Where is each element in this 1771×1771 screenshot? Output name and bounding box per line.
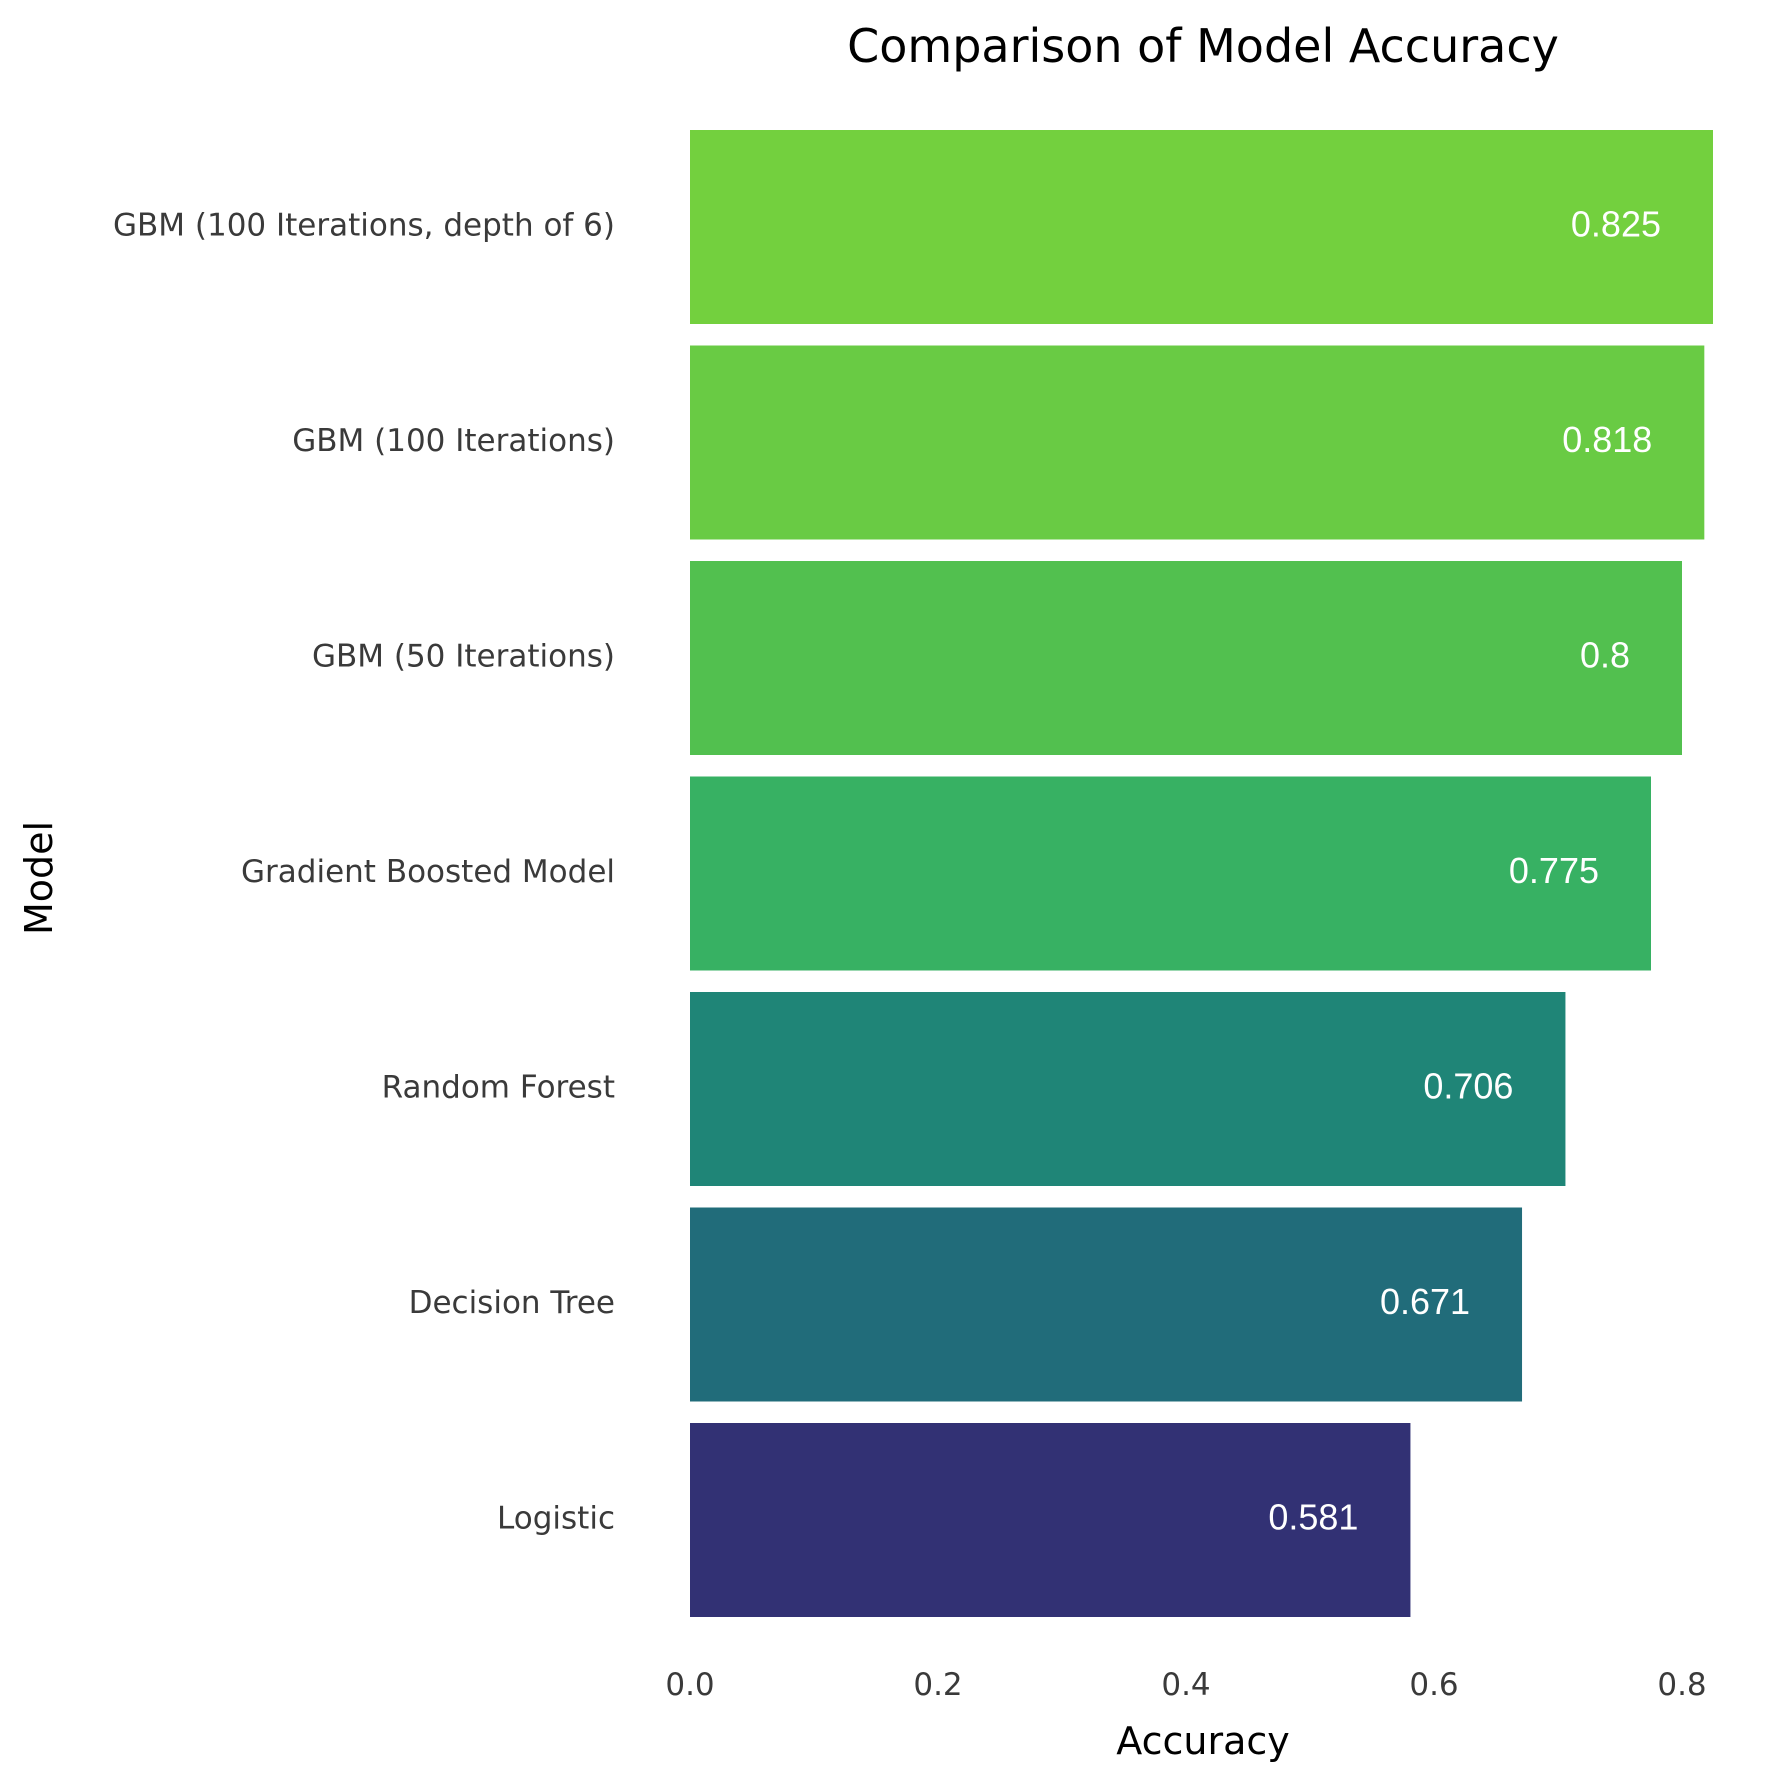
bar-2	[690, 561, 1682, 755]
data-label: 0.775	[1509, 850, 1599, 891]
x-tick-label: 0.0	[665, 1667, 714, 1703]
chart-title: Comparison of Model Accuracy	[847, 19, 1559, 73]
category-label: Gradient Boosted Model	[241, 854, 615, 890]
data-label: 0.671	[1380, 1281, 1470, 1322]
x-tick-label: 0.8	[1657, 1667, 1706, 1703]
x-tick-label: 0.2	[913, 1667, 962, 1703]
data-label: 0.8	[1580, 635, 1630, 676]
bar-4	[690, 992, 1566, 1186]
x-tick-label: 0.6	[1409, 1667, 1458, 1703]
x-axis-title: Accuracy	[1116, 1719, 1290, 1763]
bar-1	[690, 345, 1705, 540]
category-label: GBM (50 Iterations)	[312, 639, 615, 675]
category-label: Logistic	[497, 1501, 615, 1537]
bar-3	[690, 776, 1651, 971]
data-label: 0.825	[1571, 204, 1661, 245]
category-label: GBM (100 Iterations)	[292, 423, 615, 459]
data-label: 0.706	[1423, 1066, 1513, 1107]
bars-layer	[690, 130, 1713, 1617]
category-label: GBM (100 Iterations, depth of 6)	[113, 208, 615, 244]
y-axis-title: Model	[17, 821, 61, 935]
category-label: Decision Tree	[409, 1285, 615, 1321]
x-tick-label: 0.4	[1161, 1667, 1210, 1703]
bar-0	[690, 130, 1713, 324]
x-axis-ticks: 0.0 0.2 0.4 0.6 0.8	[665, 1667, 1706, 1703]
value-labels: 0.825 0.818 0.8 0.775 0.706 0.671 0.581	[1268, 204, 1661, 1538]
bar-6	[690, 1423, 1411, 1617]
category-label: Random Forest	[382, 1070, 615, 1106]
data-label: 0.581	[1268, 1497, 1358, 1538]
category-labels: GBM (100 Iterations, depth of 6) GBM (100…	[113, 208, 615, 1537]
data-label: 0.818	[1562, 419, 1652, 460]
bar-5	[690, 1207, 1523, 1402]
